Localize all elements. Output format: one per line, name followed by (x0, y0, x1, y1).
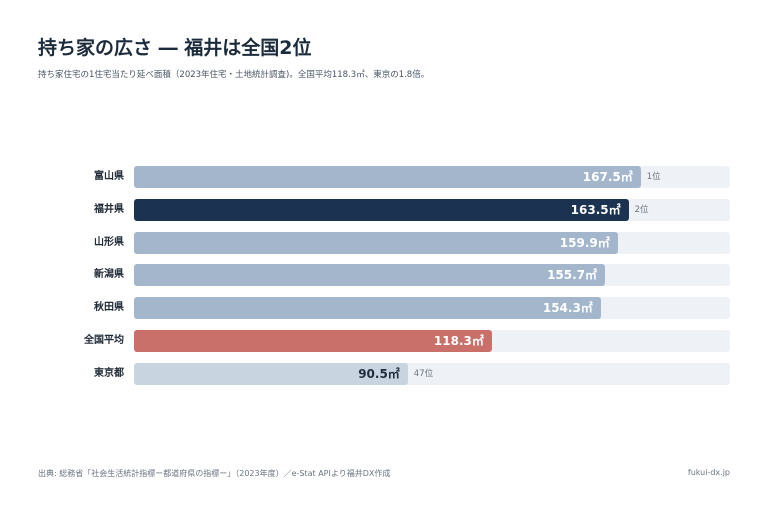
chart-row: 全国平均 118.3㎡ (0, 330, 768, 352)
chart-row: 山形県 159.9㎡ (0, 231, 768, 254)
category-label: 東京都 (94, 367, 124, 379)
bar (134, 297, 601, 320)
value-label: 118.3㎡ (433, 334, 484, 348)
value-label: 159.9㎡ (559, 235, 610, 250)
category-label: 全国平均 (84, 335, 124, 346)
site-credit: fukui-dx.jp (687, 468, 730, 477)
chart-row: 東京都 90.5㎡ 47位 (0, 362, 768, 385)
page-title: 持ち家の広さ ― 福井は全国2位 (38, 37, 312, 59)
rank-label: 2位 (634, 204, 649, 215)
bar (134, 231, 618, 254)
value-label: 163.5㎡ (570, 202, 621, 217)
chart-row: 富山県 167.5㎡ 1位 (0, 166, 768, 188)
value-label: 90.5㎡ (358, 366, 400, 381)
chart-row: 秋田県 154.3㎡ (0, 297, 768, 320)
bar (134, 330, 492, 352)
bar (134, 362, 408, 385)
category-label: 富山県 (94, 171, 124, 182)
category-label: 山形県 (94, 236, 124, 248)
source-note: 出典: 総務省「社会生活統計指標ー都道府県の指標ー」（2023年度）／e-Sta… (38, 469, 391, 478)
bar (134, 198, 629, 221)
category-label: 秋田県 (94, 302, 124, 314)
bar (134, 264, 606, 287)
bar (134, 166, 641, 188)
category-label: 新潟県 (94, 269, 124, 281)
value-label: 154.3㎡ (542, 301, 593, 316)
chart-row: 新潟県 155.7㎡ (0, 264, 768, 287)
value-label: 167.5㎡ (582, 170, 633, 184)
page-subtitle: 持ち家住宅の1住宅当たり延べ面積（2023年住宅・土地統計調査)。全国平均118… (38, 70, 430, 80)
chart-row: 福井県 163.5㎡ 2位 (0, 198, 768, 221)
rank-label: 47位 (413, 368, 434, 379)
value-label: 155.7㎡ (547, 268, 598, 283)
rank-label: 1位 (646, 172, 661, 182)
category-label: 福井県 (94, 203, 124, 215)
